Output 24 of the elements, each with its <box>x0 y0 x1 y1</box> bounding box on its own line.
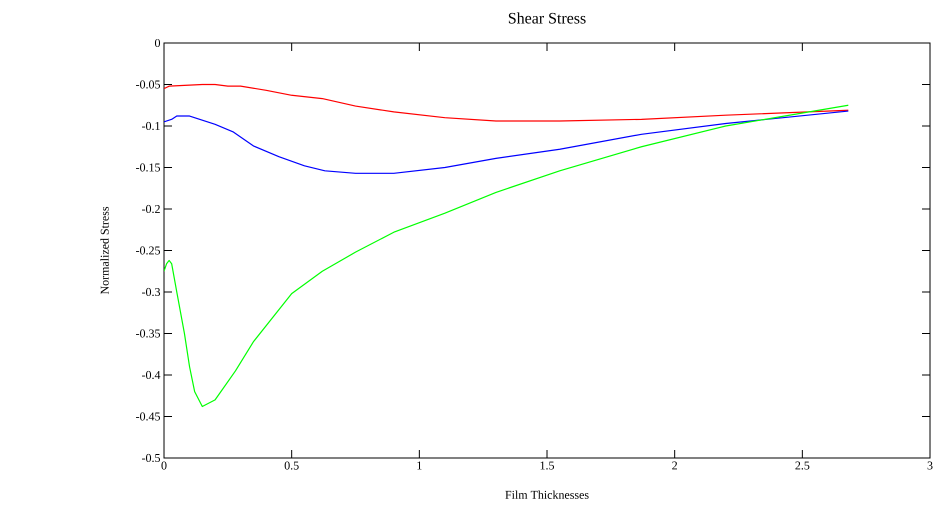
x-tick-label: 0 <box>161 462 167 470</box>
y-tick-label: -0.5 <box>142 454 160 462</box>
x-tick-label: 1.5 <box>540 462 554 470</box>
x-tick-label: 2 <box>672 462 677 470</box>
x-tick-label: 0.5 <box>284 462 299 470</box>
y-tick-label: -0.4 <box>142 370 160 380</box>
y-tick-label: -0.15 <box>136 163 160 172</box>
line-series <box>164 84 849 122</box>
x-axis-title: Film Thicknesses <box>505 490 589 499</box>
line-series <box>164 110 849 174</box>
line-series <box>164 104 849 408</box>
y-tick-label: -0.25 <box>136 246 160 255</box>
y-axis-title: Normalized Stress <box>100 206 109 294</box>
y-tick-label: -0.45 <box>136 412 160 421</box>
x-tick-label: 3 <box>928 462 933 470</box>
y-tick-label: -0.35 <box>136 329 160 338</box>
y-tick-label: -0.3 <box>142 288 160 296</box>
y-tick-label: -0.1 <box>142 122 160 130</box>
y-tick-label: 0 <box>154 38 160 48</box>
x-tick-label: 1 <box>417 462 422 470</box>
chart-title: Shear Stress <box>508 12 586 24</box>
y-tick-label: -0.2 <box>142 204 160 214</box>
y-tick-label: -0.05 <box>136 80 160 89</box>
x-tick-label: 2.5 <box>795 462 810 470</box>
